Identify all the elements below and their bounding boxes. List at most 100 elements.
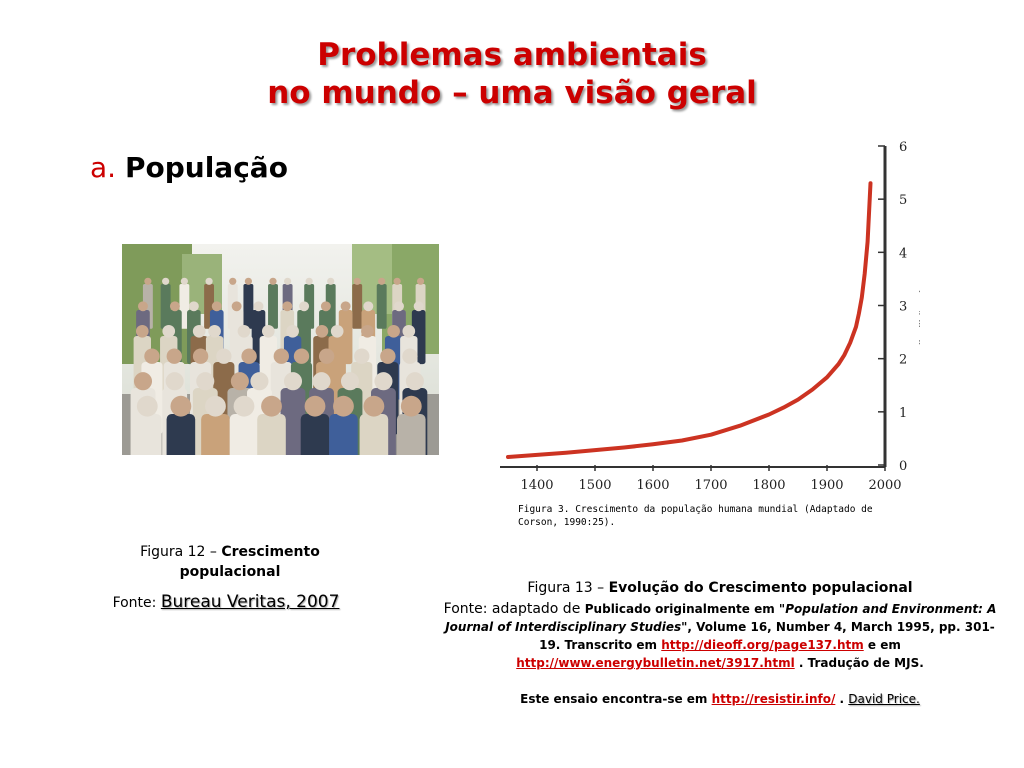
y-axis-label: Mil milhões de pessoas [919, 241, 920, 353]
crowd-person-head [312, 372, 331, 391]
crowd-person [166, 414, 196, 455]
crowd-person-head [166, 348, 182, 364]
crowd-person-head [293, 348, 310, 364]
y-tick-label: 0 [899, 459, 907, 474]
x-tick-label: 1700 [694, 478, 727, 493]
x-tick-label: 1600 [636, 478, 669, 493]
crowd-person-head [405, 372, 424, 391]
crowd-person-head [192, 324, 206, 338]
crowd-person-head [244, 277, 252, 285]
figure-13-source-journal: Population and Environment: A Journal of… [445, 602, 997, 634]
crowd-person-head [387, 324, 400, 338]
crowd-person [229, 414, 259, 455]
crowd-person [201, 414, 230, 455]
crowd-person-head [378, 277, 386, 285]
crowd-person [329, 414, 358, 455]
population-chart: 1400 1500 1600 1700 1800 1900 2000 0 1 2 3 4 5 6 Mil m… [500, 140, 930, 493]
y-tick-label: 3 [899, 300, 907, 315]
crowd-person-head [253, 301, 264, 312]
crowd-person-head [361, 324, 374, 338]
crowd-person-head [299, 301, 310, 312]
crowd-person-head [333, 395, 354, 417]
crowd-person-head [363, 301, 374, 312]
crowd-person-head [229, 277, 237, 285]
crowd-person-head [231, 301, 242, 312]
crowd-person-head [188, 301, 199, 312]
section-heading: a. População [90, 150, 288, 186]
figure-13-source-part2: ", Volume 16, Number 4, March 1995, pp. … [539, 620, 995, 652]
crowd-person-head [261, 395, 282, 417]
resistir-link[interactable]: http://resistir.info/ [711, 692, 836, 706]
x-tick-label: 2000 [868, 478, 901, 493]
crowd-person-head [165, 372, 184, 391]
figure-13-source: Fonte: adaptado de Publicado originalmen… [440, 600, 1000, 672]
figure-13-caption: Figura 13 – Evolução do Crescimento popu… [440, 578, 1000, 598]
crowd-person-head [305, 277, 313, 285]
crowd-person [396, 414, 426, 455]
crowd-person-head [261, 324, 275, 338]
bullet-mark: a. [90, 151, 117, 184]
essay-separator: . [835, 692, 849, 706]
crowd-person-head [354, 348, 370, 364]
crowd-person-head [340, 301, 351, 312]
essay-author[interactable]: David Price. [848, 692, 920, 706]
figure-13-caption-bold: Evolução do Crescimento populacional [608, 580, 913, 596]
figure-12-source: Fonte: Bureau Veritas, 2007 [86, 591, 366, 614]
crowd-person [359, 414, 389, 455]
crowd-person-head [192, 348, 209, 364]
crowd-person [300, 414, 330, 455]
crowd-person [376, 284, 387, 329]
slide-title: Problemas ambientais no mundo – uma visã… [0, 36, 1024, 112]
crowd-person-head [320, 301, 331, 312]
crowd-person-head [205, 277, 213, 285]
crowd-person-head [393, 277, 401, 285]
crowd-person-head [233, 395, 255, 417]
figure-12-caption-prefix: Figura 12 – [140, 544, 222, 560]
crowd-person-head [416, 277, 425, 285]
y-tick-label: 6 [899, 140, 907, 155]
crowd-person-head [340, 372, 360, 391]
essay-note: Este ensaio encontra-se em http://resist… [440, 690, 1000, 708]
title-line-2: no mundo – uma visão geral [267, 75, 757, 111]
crowd-person-head [269, 277, 277, 285]
population-series-line [506, 181, 873, 459]
crowd-person-head [230, 372, 249, 391]
crowd-person-head [237, 324, 251, 338]
crowd-person-head [162, 324, 176, 338]
crowd-person-head [286, 324, 299, 338]
crowd-person-head [402, 324, 416, 338]
title-line-1: Problemas ambientais [317, 37, 707, 73]
crowd-person-head [136, 395, 158, 417]
energybulletin-link[interactable]: http://www.energybulletin.net/3917.html [516, 656, 795, 670]
y-tick-label: 4 [899, 246, 907, 261]
figure-12-caption: Figura 12 – Crescimento populacional [100, 542, 360, 582]
crowd-person [268, 284, 278, 329]
crowd-person [352, 284, 363, 329]
crowd-person [257, 414, 286, 455]
essay-prefix: Este ensaio encontra-se em [520, 692, 712, 706]
x-tick-label: 1800 [752, 478, 785, 493]
dieoff-link[interactable]: http://dieoff.org/page137.htm [661, 638, 864, 652]
crowd-person-head [402, 348, 418, 364]
crowd-person-head [211, 301, 222, 312]
crowd-person-head [208, 324, 221, 338]
crowd-person-head [374, 372, 393, 391]
y-tick-label: 2 [899, 353, 907, 368]
crowd-person-head [363, 395, 385, 417]
crowd-person-head [133, 372, 153, 391]
population-chart-svg: 1400 1500 1600 1700 1800 1900 2000 0 1 2 3 4 5 6 Mil m… [500, 140, 930, 493]
crowd-person-head [135, 324, 149, 338]
crowd-person-head [315, 324, 329, 338]
crowd-person [280, 388, 306, 455]
chart-inner-caption: Figura 3. Crescimento da população human… [518, 504, 873, 528]
x-tick-label: 1900 [810, 478, 843, 493]
crowd-person-head [169, 301, 180, 312]
crowd-person-head [413, 301, 424, 312]
crowd-person-head [318, 348, 335, 364]
x-tick-label: 1400 [520, 478, 553, 493]
crowd-person-head [216, 348, 232, 364]
crowd-person [132, 414, 162, 455]
figure-12-source-link[interactable]: Bureau Veritas, 2007 [160, 592, 340, 612]
crowd-person-head [353, 277, 361, 285]
crowd-person-head [282, 301, 293, 312]
